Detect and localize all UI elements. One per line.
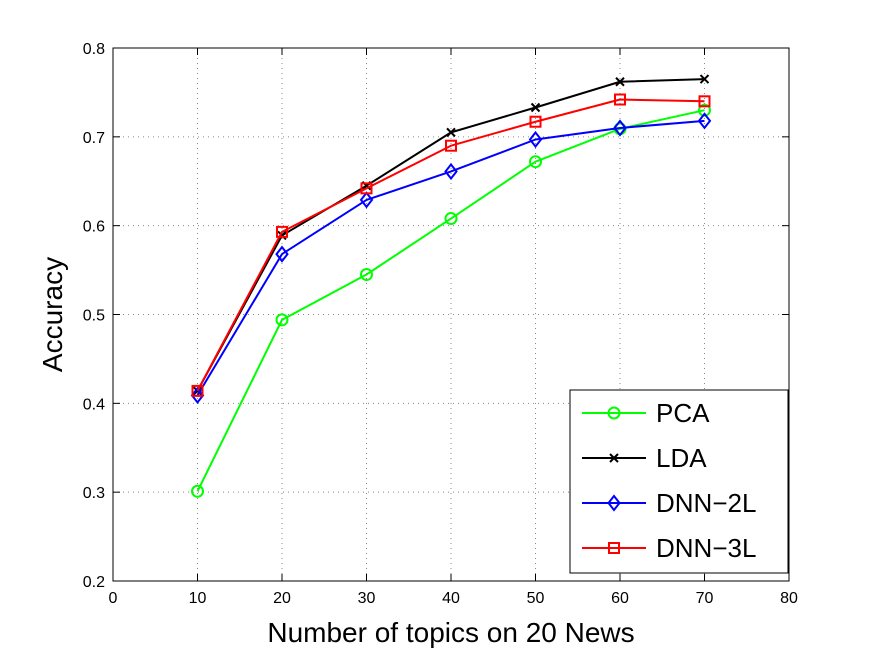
legend-label: LDA — [656, 443, 707, 473]
series-layer — [190, 74, 712, 498]
data-point — [360, 182, 373, 195]
y-tick-label: 0.7 — [83, 130, 105, 147]
legend-marker-shape — [608, 542, 620, 554]
data-point — [697, 112, 712, 130]
data-point — [614, 93, 626, 106]
x-tick-label: 60 — [611, 590, 629, 607]
series-1 — [192, 74, 710, 396]
data-point — [275, 313, 289, 327]
legend: PCA LDA DNN−2L DNN−3L — [569, 389, 789, 574]
y-tick-label: 0.3 — [83, 485, 105, 502]
data-point-shape — [444, 162, 458, 181]
legend-entry: PCA — [582, 398, 710, 428]
legend-label: DNN−3L — [656, 533, 756, 563]
series-line — [196, 98, 705, 392]
series-3 — [191, 93, 711, 397]
data-point — [698, 95, 711, 108]
data-point — [615, 77, 625, 87]
x-tick-label: 0 — [109, 590, 118, 607]
data-point — [446, 127, 456, 138]
legend-label: DNN−2L — [656, 488, 756, 518]
data-point-stroke-b — [699, 74, 710, 84]
data-point-shape — [697, 112, 712, 130]
legend-marker — [609, 453, 619, 463]
y-tick-label: 0.4 — [83, 396, 105, 413]
data-point-shape — [528, 130, 543, 149]
legend-marker-shape — [607, 406, 621, 420]
data-point-stroke-b — [446, 127, 456, 138]
x-tick-label: 50 — [527, 590, 545, 607]
data-point-shape — [359, 191, 374, 209]
y-axis-label: Accuracy — [37, 257, 68, 372]
y-tick-label: 0.2 — [83, 574, 105, 591]
legend-entry: LDA — [582, 443, 707, 473]
data-point — [529, 155, 542, 169]
series-line — [196, 119, 705, 396]
data-point — [190, 386, 205, 404]
x-tick-label: 20 — [273, 590, 291, 607]
data-point-shape — [444, 212, 458, 226]
y-tick-label: 0.6 — [83, 219, 105, 236]
data-point — [613, 119, 627, 137]
data-point-shape — [275, 245, 289, 263]
data-point — [359, 191, 374, 209]
data-point-shape — [276, 225, 288, 238]
data-point — [530, 102, 541, 113]
y-tick-label: 0.5 — [83, 308, 105, 325]
data-point-shape — [698, 95, 711, 108]
data-point — [360, 268, 373, 282]
data-point-shape — [360, 268, 373, 282]
legend-label: PCA — [656, 398, 710, 428]
data-point — [698, 103, 711, 117]
legend-entry: DNN−2L — [582, 488, 756, 518]
x-tick-label: 70 — [696, 590, 714, 607]
data-point — [191, 384, 204, 397]
data-point-shape — [445, 139, 457, 152]
legend-marker — [607, 406, 621, 420]
data-point-shape — [190, 386, 205, 404]
data-point — [275, 245, 289, 263]
data-point-shape — [613, 119, 627, 137]
data-point — [444, 162, 458, 181]
data-point-shape — [614, 93, 626, 106]
x-axis-label: Number of topics on 20 News — [267, 617, 634, 648]
data-point — [528, 130, 543, 149]
data-point — [699, 74, 710, 84]
data-point-shape — [529, 115, 542, 128]
legend-marker — [607, 494, 621, 512]
y-tick-label: 0.8 — [83, 41, 105, 58]
x-tick-label: 10 — [189, 590, 207, 607]
axis-ticks: 0 10 20 30 40 50 60 70 80 0.2 0.3 0.4 0.5 0.6 0.7 0.8 — [83, 41, 798, 607]
data-point-shape — [191, 384, 204, 397]
x-tick-label: 80 — [780, 590, 798, 607]
data-point — [444, 212, 458, 226]
legend-marker-shape — [607, 494, 621, 512]
x-tick-label: 30 — [358, 590, 376, 607]
data-point — [529, 115, 542, 128]
data-point-shape — [275, 313, 289, 327]
legend-marker-stroke-b — [609, 453, 619, 463]
data-point-stroke-b — [615, 77, 625, 87]
data-point-shape — [360, 182, 373, 195]
data-point — [191, 484, 204, 498]
legend-marker — [608, 542, 620, 554]
data-point — [445, 139, 457, 152]
series-2 — [190, 112, 712, 404]
data-point-shape — [698, 103, 711, 117]
data-point-shape — [529, 155, 542, 169]
legend-entry: DNN−3L — [582, 533, 756, 563]
x-tick-label: 40 — [442, 590, 460, 607]
data-point-stroke-b — [530, 102, 541, 113]
data-point — [276, 225, 288, 238]
data-point-shape — [191, 484, 204, 498]
legend-box — [569, 389, 789, 574]
